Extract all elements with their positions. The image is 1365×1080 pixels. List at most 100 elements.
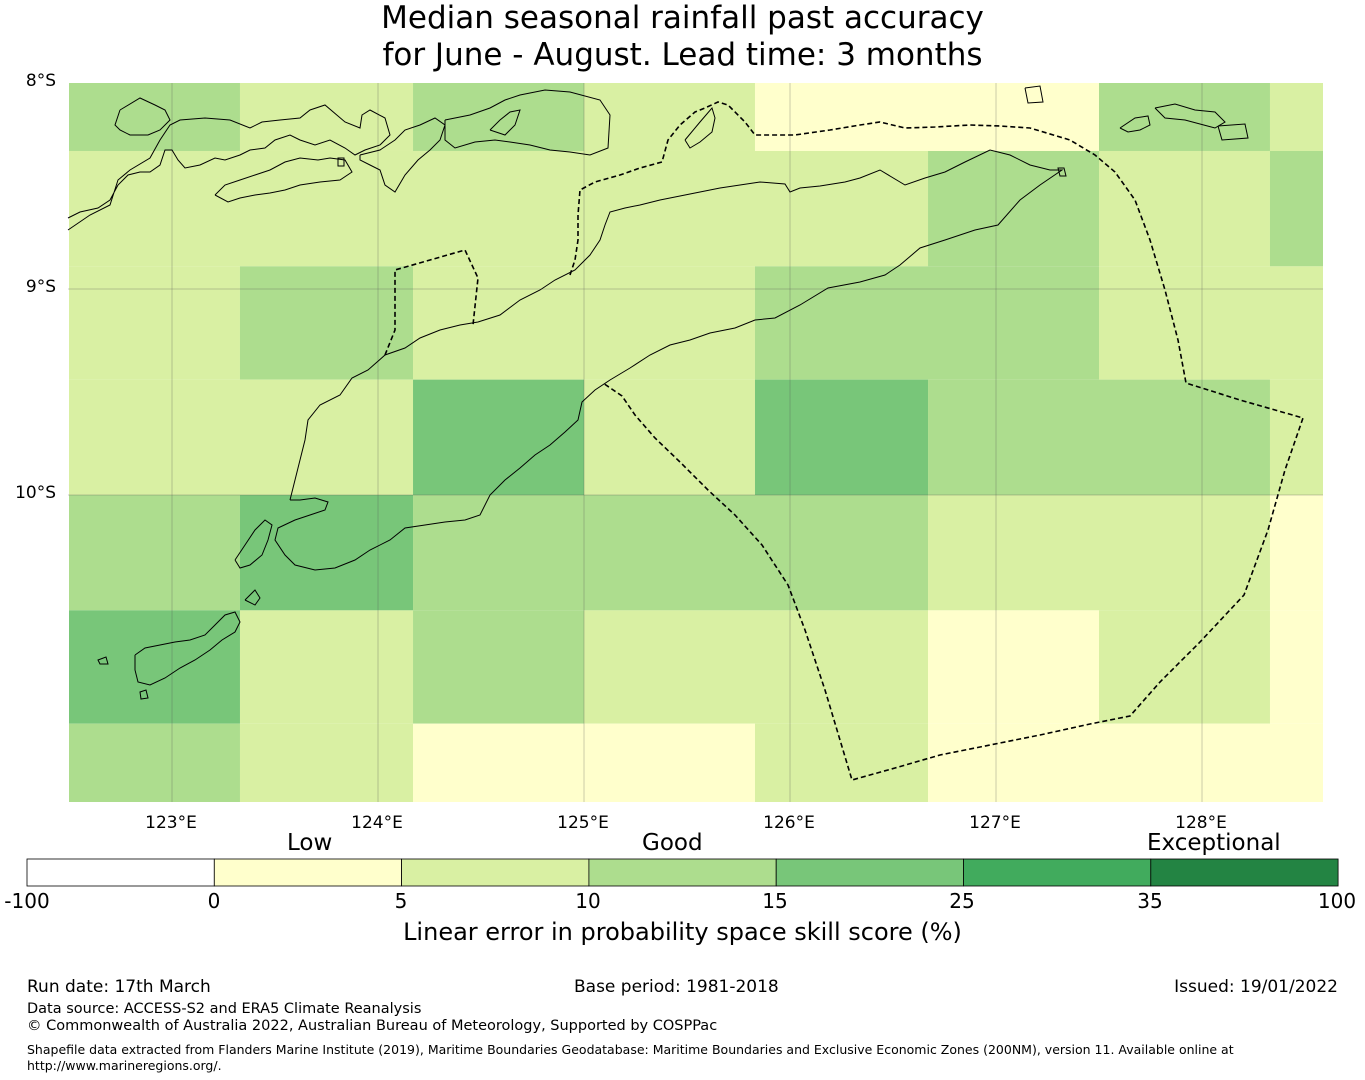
- eez-boundary-timor-leste-north: [569, 101, 1305, 781]
- grid-cell: [239, 83, 414, 151]
- lon-label-127e: 127°E: [969, 813, 1021, 833]
- coastline-sawu: [134, 611, 241, 686]
- colorbar-title: Linear error in probability space skill …: [403, 918, 962, 946]
- grid-cell: [1099, 83, 1270, 151]
- colorbar-segment: [26, 858, 215, 887]
- coastline-kisar: [1024, 85, 1044, 104]
- grid-cell: [69, 83, 240, 151]
- coastline-moa: [1154, 103, 1226, 129]
- tick-label-35: 35: [1137, 889, 1163, 913]
- coastline-alor: [359, 117, 446, 193]
- colorbar-segment: [963, 858, 1152, 887]
- grid-cell: [584, 610, 929, 724]
- lat-label-10s: 10°S: [15, 483, 56, 503]
- colorbar-segment: [1150, 858, 1339, 887]
- grid-cell: [239, 266, 414, 380]
- grid-cell: [69, 150, 929, 267]
- colorbar-segment: [401, 858, 590, 887]
- coastline-small-1: [139, 689, 149, 700]
- issued-date: Issued: 19/01/2022: [1174, 977, 1338, 997]
- legend-category-low: Low: [287, 830, 333, 856]
- chart-title: Median seasonal rainfall past accuracy f…: [0, 0, 1365, 74]
- grid-cell: [239, 495, 414, 611]
- grid-cell: [1099, 610, 1270, 724]
- grid-cell: [754, 723, 929, 802]
- lat-label-8s: 8°S: [25, 71, 56, 91]
- lon-label-125e: 125°E: [557, 813, 609, 833]
- grid-cell: [413, 495, 929, 611]
- tick-label-5: 5: [394, 889, 408, 913]
- coastline-small-4: [1057, 167, 1067, 177]
- grid-cell: [69, 723, 240, 802]
- grid-cell: [1269, 610, 1323, 724]
- lon-label-126e: 126°E: [763, 813, 815, 833]
- grid-cell: [1269, 495, 1323, 611]
- tick-label-minus100: -100: [4, 889, 50, 913]
- grid-cell: [928, 379, 1270, 495]
- coastline-rote: [234, 519, 273, 569]
- grid-cell: [413, 379, 584, 495]
- data-source: Data source: ACCESS-S2 and ERA5 Climate …: [27, 1001, 422, 1017]
- grid-cell: [584, 83, 755, 151]
- grid-cell: [928, 723, 1323, 802]
- title-line-2: for June - August. Lead time: 3 months: [382, 37, 983, 73]
- coastline-islands-north: [214, 157, 353, 203]
- colorbar-segment: [213, 858, 403, 887]
- grid-cell: [584, 379, 755, 495]
- coastline-pantar: [489, 109, 521, 136]
- grid-cell: [928, 495, 1270, 611]
- grid-cell: [928, 150, 1099, 267]
- grid-cell: [69, 379, 414, 495]
- grid-cell: [1269, 83, 1323, 151]
- grid-cell: [69, 610, 240, 724]
- legend-category-good: Good: [642, 830, 703, 856]
- grid-cell: [413, 610, 584, 724]
- copyright: © Commonwealth of Australia 2022, Austra…: [27, 1018, 718, 1034]
- coastline-leti: [1119, 115, 1151, 133]
- grid-cell: [239, 610, 414, 724]
- tick-label-25: 25: [949, 889, 975, 913]
- grid-cell: [69, 495, 240, 611]
- colorbar-segment: [588, 858, 777, 887]
- coastline-atauro: [684, 106, 716, 149]
- coastline-timor: [274, 149, 1064, 571]
- lon-label-123e: 123°E: [145, 813, 197, 833]
- colorbar: [26, 858, 1339, 887]
- coastline-wetar: [444, 89, 611, 156]
- lon-label-128e: 128°E: [1175, 813, 1227, 833]
- coastline-small-3: [337, 157, 345, 167]
- lon-label-124e: 124°E: [351, 813, 403, 833]
- skill-score-grid: [69, 83, 1323, 802]
- grid-cell: [69, 266, 240, 380]
- grid-cell: [754, 379, 929, 495]
- title-line-1: Median seasonal rainfall past accuracy: [381, 0, 984, 36]
- shapefile-credit-line-1: Shapefile data extracted from Flanders M…: [27, 1042, 1234, 1057]
- coastline-small-2: [97, 656, 109, 665]
- tick-label-100: 100: [1317, 889, 1357, 913]
- rainfall-accuracy-map: [67, 83, 1323, 802]
- coastline-flores: [67, 104, 391, 231]
- grid-cell: [1099, 150, 1270, 267]
- run-date: Run date: 17th March: [27, 977, 211, 997]
- coastline-sumbawa-east: [114, 97, 171, 136]
- colorbar-segment: [775, 858, 964, 887]
- coastline-rote-south: [244, 589, 261, 606]
- maritime-boundaries: [384, 101, 1305, 781]
- grid-cell: [1269, 150, 1323, 267]
- lat-label-9s: 9°S: [25, 277, 56, 297]
- grid-cell: [754, 266, 1099, 380]
- tick-label-10: 10: [575, 889, 601, 913]
- tick-label-0: 0: [207, 889, 221, 913]
- coastlines: [67, 85, 1249, 700]
- grid-cell: [928, 610, 1099, 724]
- coastline-lakor: [1217, 123, 1249, 141]
- grid-cell: [413, 83, 584, 151]
- grid-cell: [239, 723, 414, 802]
- shapefile-credit-line-2: http://www.marineregions.org/.: [27, 1058, 222, 1073]
- tick-label-15: 15: [762, 889, 788, 913]
- eez-boundary-oecusse: [384, 249, 479, 356]
- grid-cell: [754, 83, 1099, 151]
- grid-cell: [1099, 266, 1323, 380]
- base-period: Base period: 1981-2018: [574, 977, 779, 997]
- graticule-lines: [68, 83, 1323, 802]
